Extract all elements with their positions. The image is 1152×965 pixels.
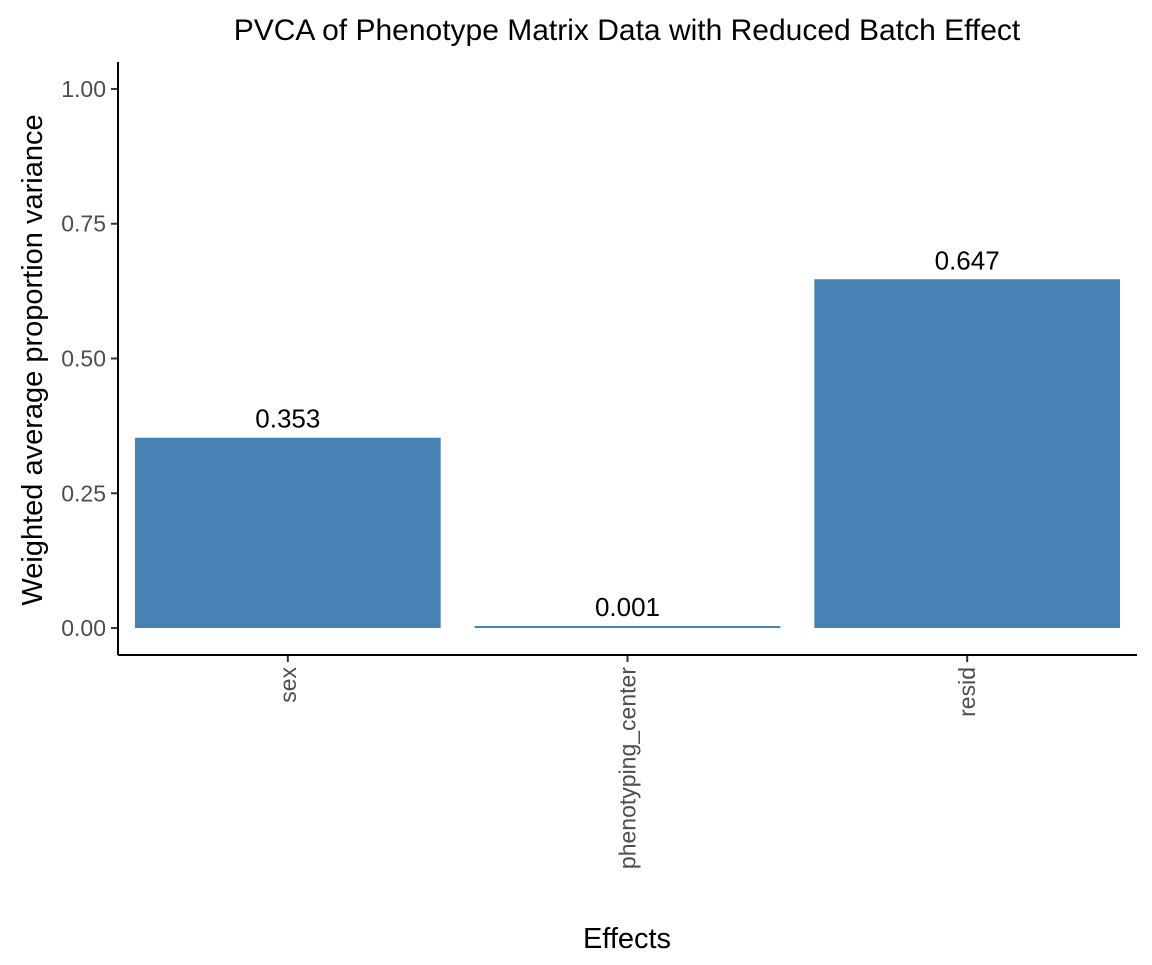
x-axis-ticks: sex phenotyping_center resid [275,655,980,869]
y-tick-label: 0.25 [61,480,106,506]
y-tick-label: 0.75 [61,211,106,237]
x-axis-title: Effects [583,923,671,955]
data-labels-layer: 0.353 0.001 0.647 [255,245,999,622]
data-label: 0.001 [595,592,660,622]
bar-resid [814,279,1121,629]
y-axis-title: Weighted average proportion variance [17,114,49,605]
bars-layer [134,279,1121,629]
bar-phenotyping-center [474,626,781,629]
y-axis-ticks: 0.00 0.25 0.50 0.75 1.00 [61,76,118,641]
chart-title: PVCA of Phenotype Matrix Data with Reduc… [234,14,1021,47]
bar-sex [134,437,441,629]
x-tick-label: resid [954,667,980,717]
y-tick-label: 1.00 [61,76,106,102]
x-tick-label: phenotyping_center [615,667,641,869]
y-tick-label: 0.00 [61,615,106,641]
data-label: 0.647 [935,245,1000,275]
x-tick-label: sex [275,667,301,703]
data-label: 0.353 [255,404,320,434]
y-tick-label: 0.50 [61,346,106,372]
